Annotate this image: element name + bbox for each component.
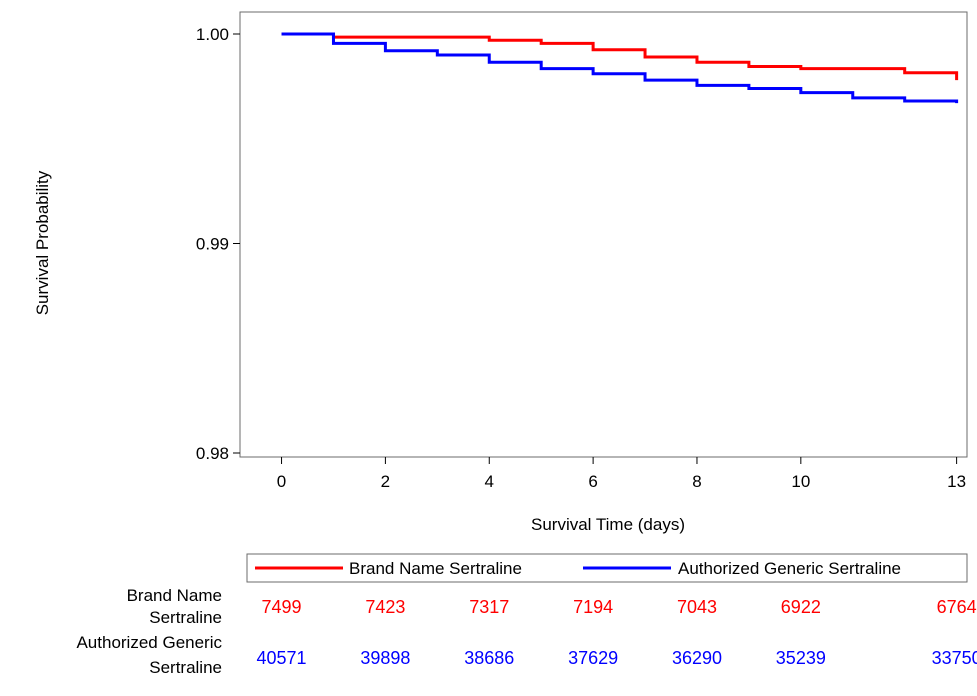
x-tick-label-3: 6 (588, 472, 597, 491)
series-line-1 (281, 32, 959, 104)
series-layer (281, 32, 959, 104)
legend-label-generic: Authorized Generic Sertraline (678, 559, 901, 578)
risk-value-1-5: 35239 (776, 648, 826, 668)
legend-label-brand: Brand Name Sertraline (349, 559, 522, 578)
x-tick-label-1: 2 (381, 472, 390, 491)
risk-value-1-6: 33750 (932, 648, 977, 668)
legend-frame (246, 553, 968, 583)
legend: Brand Name Sertraline Authorized Generic… (246, 553, 968, 583)
risk-value-0-5: 6922 (781, 597, 821, 617)
risk-value-0-3: 7194 (573, 597, 613, 617)
x-axis: 0 2 4 6 8 10 13 (277, 457, 966, 491)
risk-row-label-brand-line2: Sertraline (149, 608, 222, 627)
risk-row-label-brand-line1: Brand Name (127, 586, 222, 605)
y-tick-label-1: 0.99 (196, 235, 229, 254)
risk-value-0-4: 7043 (677, 597, 717, 617)
y-tick-label-2: 1.00 (196, 25, 229, 44)
x-tick-label-2: 4 (485, 472, 494, 491)
risk-value-1-0: 40571 (257, 648, 307, 668)
y-tick-label-0: 0.98 (196, 444, 229, 463)
plot-frame (239, 11, 968, 458)
series-line-0 (281, 32, 959, 81)
risk-value-1-4: 36290 (672, 648, 722, 668)
x-tick-label-0: 0 (277, 472, 286, 491)
y-axis-title: Survival Probability (33, 170, 52, 315)
risk-value-0-2: 7317 (469, 597, 509, 617)
risk-row-label-generic-line1: Authorized Generic (76, 633, 222, 652)
risk-value-0-0: 7499 (262, 597, 302, 617)
y-axis: 0.98 0.99 1.00 (196, 25, 240, 463)
risk-row-label-generic-line2: Sertraline (149, 658, 222, 677)
risk-value-1-1: 39898 (360, 648, 410, 668)
x-tick-label-6: 13 (947, 472, 966, 491)
risk-table: Brand Name Sertraline Authorized Generic… (76, 586, 977, 677)
risk-value-1-3: 37629 (568, 648, 618, 668)
x-axis-title: Survival Time (days) (531, 515, 685, 534)
risk-value-1-2: 38686 (464, 648, 514, 668)
risk-value-0-6: 6764 (937, 597, 977, 617)
risk-value-0-1: 7423 (365, 597, 405, 617)
risk-values: 7499 7423 7317 7194 7043 6922 6764 40571 39898 38… (257, 597, 977, 668)
x-tick-label-4: 8 (692, 472, 701, 491)
x-tick-label-5: 10 (791, 472, 810, 491)
